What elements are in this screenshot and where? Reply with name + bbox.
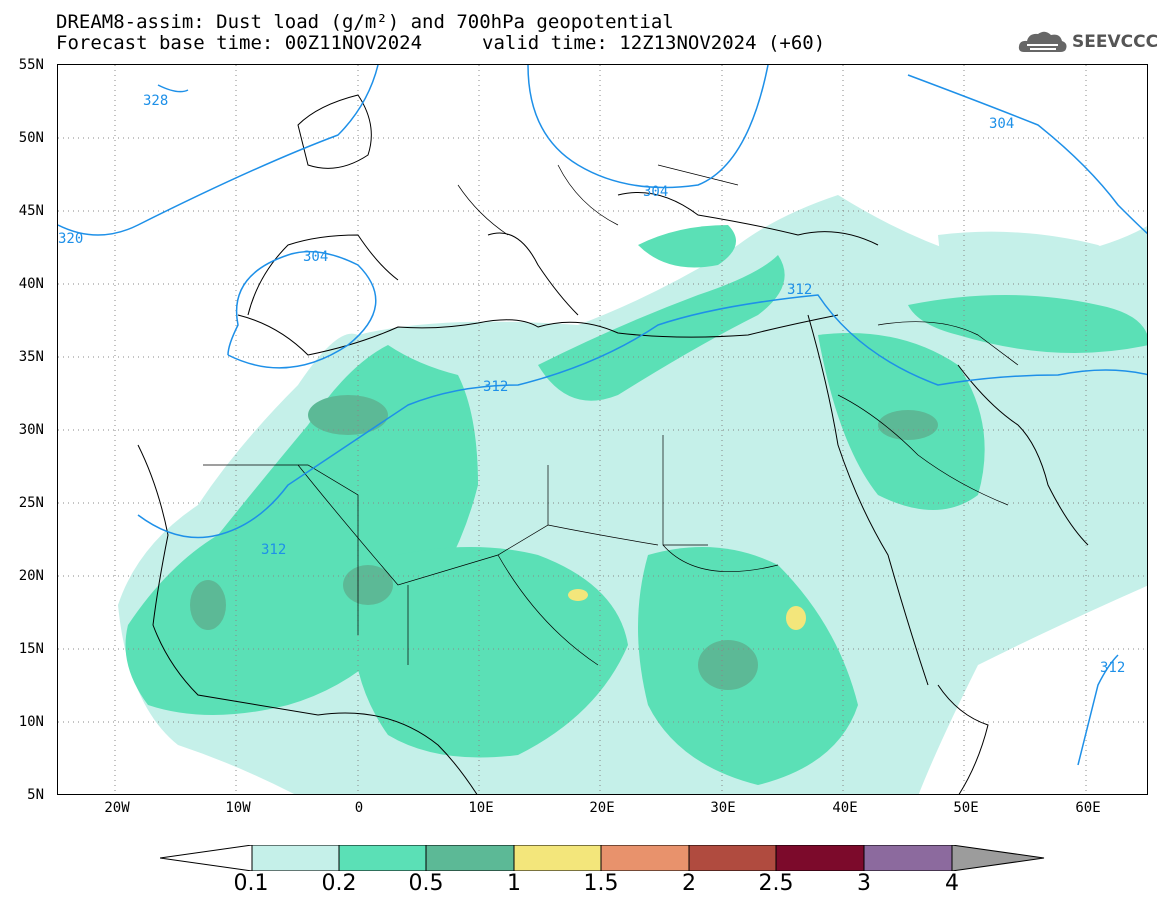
country-borders — [203, 164, 1019, 666]
colorbar-bin-6 — [688, 845, 777, 871]
cloud-icon — [1018, 31, 1067, 52]
brand-label: SEEVCCC — [1072, 32, 1159, 52]
colorbar-label-0.5: 0.5 — [408, 871, 444, 896]
dust-map: 328 320 304 304 304 312 312 312 312 — [58, 65, 1147, 794]
dust-field-mid-balkans — [638, 225, 736, 268]
lon-label-10w: 10W — [225, 800, 251, 816]
colorbar-label-2.5: 2.5 — [758, 871, 794, 896]
valid-time: valid time: 12Z13NOV2024 (+60) — [482, 32, 826, 54]
lon-label-10e: 10E — [468, 800, 494, 816]
coastlines — [137, 94, 1089, 794]
lon-label-60e: 60E — [1075, 800, 1101, 816]
contour-label-group: 328 320 304 304 304 312 312 312 312 — [58, 93, 1125, 676]
contour-label-312-arabia: 312 — [1100, 660, 1125, 676]
lat-label-35n: 35N — [18, 349, 44, 365]
lon-label-20w: 20W — [104, 800, 130, 816]
colorbar-bin-4 — [513, 845, 602, 871]
contour-label-320: 320 — [58, 231, 83, 247]
colorbar-label-1.5: 1.5 — [583, 871, 619, 896]
dust-field-mid-sahel — [352, 547, 628, 758]
lat-label-5n: 5N — [27, 787, 44, 803]
colorbar-bin-7 — [775, 845, 865, 871]
lon-label-50e: 50E — [953, 800, 979, 816]
contour-label-328: 328 — [143, 93, 168, 109]
colorbar-label-0.2: 0.2 — [321, 871, 357, 896]
contour-label-312-west: 312 — [261, 542, 286, 558]
dust-field-mid-caspian — [908, 295, 1147, 353]
map-panel: 328 320 304 304 304 312 312 312 312 — [57, 64, 1148, 795]
lat-label-15n: 15N — [18, 641, 44, 657]
lon-label-30e: 30E — [710, 800, 736, 816]
colorbar-label-4: 4 — [945, 871, 959, 896]
colorbar-bin-5 — [600, 845, 690, 871]
dust-field-high-3 — [698, 640, 758, 690]
contour-label-304-europe: 304 — [643, 184, 668, 200]
colorbar-bin-3 — [425, 845, 515, 871]
lat-label-55n: 55N — [18, 57, 44, 73]
lon-label-40e: 40E — [832, 800, 858, 816]
dust-field-high-4 — [308, 395, 388, 435]
colorbar-label-3: 3 — [857, 871, 871, 896]
dust-peak-1 — [568, 589, 588, 601]
seevccc-logo: SEEVCCC — [1018, 28, 1158, 56]
colorbar-label-0.1: 0.1 — [233, 871, 269, 896]
colorbar-bin-1 — [251, 845, 340, 871]
lat-label-50n: 50N — [18, 130, 44, 146]
lon-label-0: 0 — [354, 800, 364, 816]
colorbar-label-2: 2 — [682, 871, 696, 896]
colorbar-max-triangle — [951, 845, 1045, 871]
dust-field-high-1 — [343, 565, 393, 605]
contour-label-304-east: 304 — [989, 116, 1014, 132]
map-title: DREAM8-assim: Dust load (g/m²) and 700hP… — [56, 11, 674, 33]
colorbar — [160, 845, 1045, 871]
colorbar-bin-8 — [863, 845, 953, 871]
contour-label-312-central: 312 — [483, 379, 508, 395]
dust-peak-2 — [786, 606, 806, 630]
lon-label-20e: 20E — [589, 800, 615, 816]
colorbar-bin-2 — [338, 845, 427, 871]
dust-field-high-5 — [878, 410, 938, 440]
dust-field-mid-med — [538, 255, 785, 401]
graticule — [58, 65, 1147, 794]
colorbar-label-1: 1 — [507, 871, 521, 896]
lat-label-40n: 40N — [18, 276, 44, 292]
contour-label-304-iberia: 304 — [303, 249, 328, 265]
colorbar-min-triangle — [160, 845, 253, 871]
lat-label-10n: 10N — [18, 714, 44, 730]
lat-label-45n: 45N — [18, 203, 44, 219]
lat-label-25n: 25N — [18, 495, 44, 511]
lat-label-30n: 30N — [18, 422, 44, 438]
lat-label-20n: 20N — [18, 568, 44, 584]
dust-field-high-2 — [190, 580, 226, 630]
contour-label-312-med: 312 — [787, 282, 812, 298]
base-time: Forecast base time: 00Z11NOV2024 — [56, 32, 423, 54]
geopotential-contours — [58, 65, 1147, 766]
